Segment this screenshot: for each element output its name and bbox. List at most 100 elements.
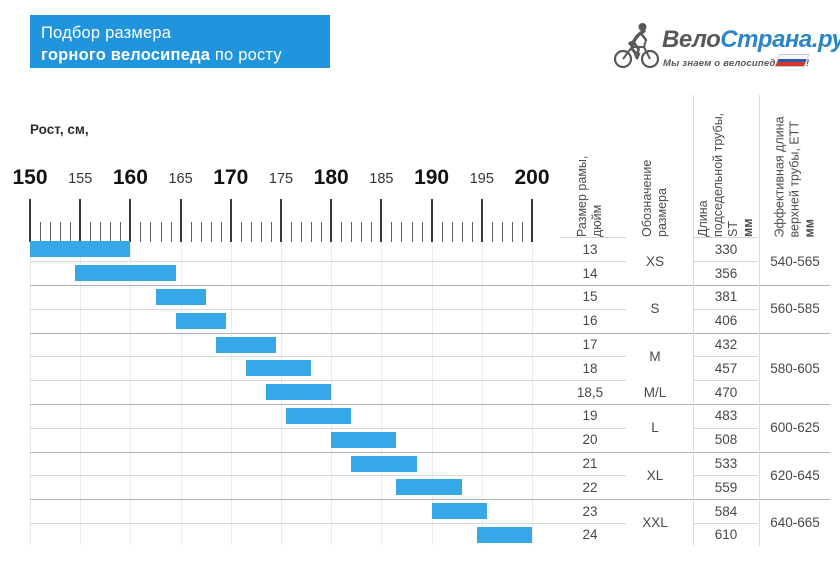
chart-gridline xyxy=(130,242,132,545)
size-bar-18 xyxy=(245,360,312,377)
designation-cell: M/L xyxy=(643,384,667,400)
cyclist-icon xyxy=(613,23,660,69)
frame-size-cell: 17 xyxy=(582,336,598,352)
ruler-tick-minor xyxy=(351,222,353,242)
size-bar-13 xyxy=(30,241,131,258)
ruler-tick-minor xyxy=(511,222,513,242)
seat-tube-cell: 457 xyxy=(714,360,738,376)
brand-tagline: Мы знаем о велосипедах всё! xyxy=(663,58,810,69)
ruler-label-190: 190 xyxy=(414,166,450,189)
velostrana-logo: ВелоСтрана.ру Мы знаем о велосипедах всё… xyxy=(610,14,840,76)
seat-tube-cell: 584 xyxy=(714,503,738,519)
ruler-tick-minor xyxy=(311,222,313,242)
ruler-label-165: 165 xyxy=(168,171,193,187)
frame-size-cell: 24 xyxy=(582,527,598,543)
ruler-label-185: 185 xyxy=(369,171,394,187)
seat-tube-cell: 381 xyxy=(714,289,738,305)
frame-size-cell: 15 xyxy=(582,289,598,305)
ruler-tick-major xyxy=(531,199,533,242)
size-bar-14 xyxy=(75,265,176,282)
header-top-tube: Эффективная длина верхней трубы, ETT мм xyxy=(772,116,817,237)
ruler-tick-minor xyxy=(441,222,443,242)
seat-tube-cell: 559 xyxy=(714,479,738,495)
top-tube-cell: 580-605 xyxy=(770,360,820,376)
ruler-tick-major xyxy=(380,199,383,242)
ruler-tick-minor xyxy=(521,222,523,242)
header-frame-size: Размер рамы, дюйм xyxy=(575,155,604,237)
ruler-label-170: 170 xyxy=(213,166,249,189)
frame-size-cell: 18 xyxy=(582,360,598,376)
ruler-tick-minor xyxy=(200,222,202,242)
ruler-tick-major xyxy=(129,199,132,242)
row-separator-line xyxy=(30,427,626,429)
ruler-tick-minor xyxy=(210,222,212,242)
ruler-tick-minor xyxy=(321,222,323,242)
seat-tube-cell: 483 xyxy=(714,408,738,424)
ruler-tick-minor xyxy=(40,222,42,242)
seat-tube-cell: 330 xyxy=(714,241,738,257)
ruler-tick-major xyxy=(29,199,31,242)
size-bar-17 xyxy=(215,336,276,353)
top-tube-cell: 560-585 xyxy=(770,301,820,317)
ruler-label-150: 150 xyxy=(12,166,48,189)
seat-tube-cell: 356 xyxy=(714,265,738,281)
ruler-tick-minor xyxy=(401,222,403,242)
ruler-tick-minor xyxy=(50,222,52,242)
size-bar-16 xyxy=(175,312,226,329)
ruler-tick-major xyxy=(330,199,333,242)
ruler-tick-minor xyxy=(190,222,192,242)
size-bar-24 xyxy=(476,527,532,543)
designation-cell: L xyxy=(651,420,659,436)
title-box: Подбор размера горного велосипеда по рос… xyxy=(30,15,330,68)
ruler-tick-minor xyxy=(120,222,122,242)
ruler-tick-minor xyxy=(110,222,112,242)
frame-size-cell: 14 xyxy=(582,265,598,281)
frame-size-cell: 13 xyxy=(582,241,598,257)
header-seat-tube: Длина подседельной трубы, ST мм xyxy=(696,112,755,237)
size-bar-19 xyxy=(286,408,352,424)
frame-size-cell: 23 xyxy=(582,503,598,519)
ruler-tick-minor xyxy=(361,222,363,242)
group-separator-line xyxy=(30,451,830,453)
ruler-tick-minor xyxy=(451,222,453,242)
group-separator-line xyxy=(30,332,830,334)
ruler-tick-minor xyxy=(240,222,242,242)
ruler-tick-minor xyxy=(461,222,463,242)
ruler-tick-minor xyxy=(160,222,162,242)
size-bar-18_5 xyxy=(265,384,332,401)
header-separator-line xyxy=(560,237,626,239)
ruler-tick-major xyxy=(179,199,182,242)
header-designation: Обозначение размера xyxy=(640,159,669,237)
row-separator-line xyxy=(30,356,626,358)
ruler-tick-minor xyxy=(60,222,62,242)
frame-size-cell: 20 xyxy=(582,432,598,448)
ruler-tick-major xyxy=(430,199,433,242)
row-separator-line xyxy=(694,523,758,524)
chart-gridline xyxy=(30,242,31,545)
ruler-tick-minor xyxy=(140,222,142,242)
ruler-tick-minor xyxy=(341,222,343,242)
ruler-tick-major xyxy=(280,199,282,242)
top-tube-cell: 640-665 xyxy=(770,515,820,531)
designation-cell: XXL xyxy=(642,515,668,531)
seat-tube-cell: 432 xyxy=(714,336,738,352)
seat-tube-cell: 533 xyxy=(714,455,738,471)
row-separator-line xyxy=(30,475,626,477)
frame-size-cell: 18,5 xyxy=(576,384,604,400)
top-tube-cell: 620-645 xyxy=(770,467,820,483)
chart-gridline xyxy=(532,242,533,545)
ruler-label-175: 175 xyxy=(268,171,294,187)
size-bar-21 xyxy=(351,455,417,472)
table-vertical-line xyxy=(693,95,694,546)
ruler-tick-minor xyxy=(391,222,393,242)
ruler-tick-minor xyxy=(90,222,92,242)
ruler-tick-minor xyxy=(150,222,152,242)
ruler-label-180: 180 xyxy=(313,166,349,189)
seat-tube-cell: 508 xyxy=(714,432,738,448)
designation-cell: M xyxy=(649,348,661,364)
brand-part-gray: Вело xyxy=(662,26,721,53)
title-line-2-tail: по росту xyxy=(210,46,282,64)
ruler-tick-minor xyxy=(220,222,222,242)
ruler-tick-minor xyxy=(250,222,252,242)
